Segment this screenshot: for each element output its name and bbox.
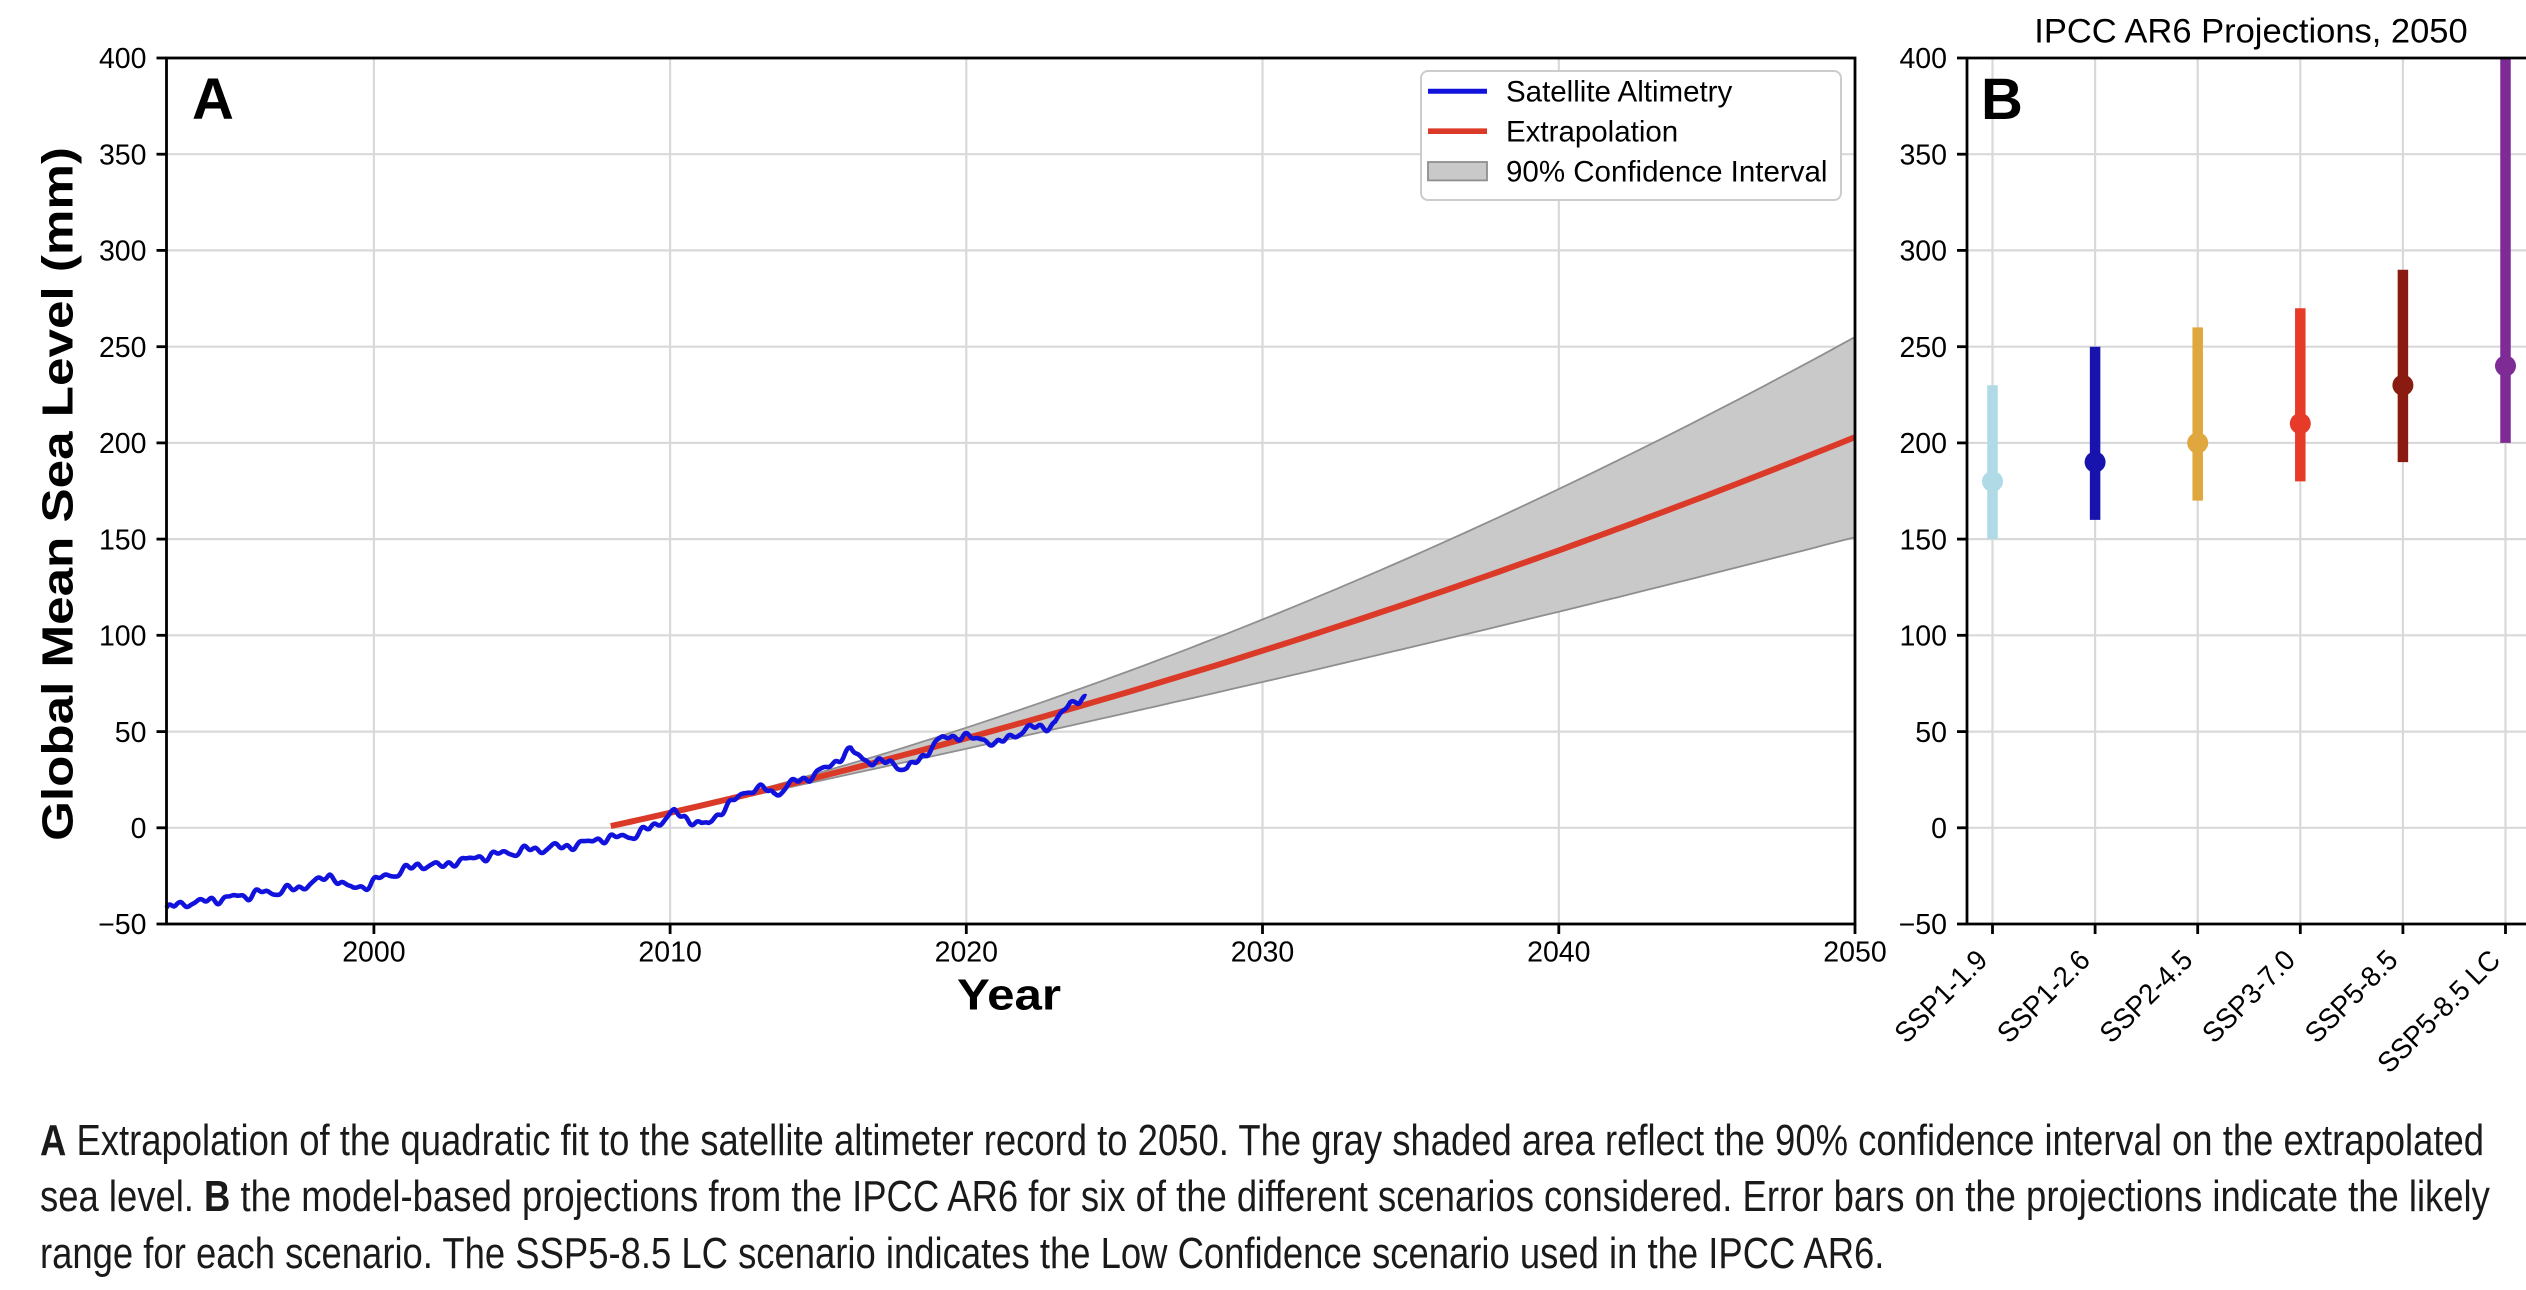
svg-text:0: 0 [1931, 813, 1947, 845]
svg-text:Global Mean Sea Level (mm): Global Mean Sea Level (mm) [34, 147, 83, 841]
svg-text:250: 250 [99, 332, 147, 364]
svg-text:Satellite Altimetry: Satellite Altimetry [1506, 76, 1732, 109]
svg-text:−50: −50 [1899, 909, 1947, 941]
svg-text:0: 0 [131, 813, 147, 845]
svg-text:100: 100 [99, 621, 147, 653]
svg-text:150: 150 [99, 524, 147, 556]
svg-text:90% Confidence Interval: 90% Confidence Interval [1506, 155, 1827, 188]
svg-text:100: 100 [1899, 621, 1947, 653]
svg-text:250: 250 [1899, 332, 1947, 364]
svg-text:300: 300 [99, 236, 147, 268]
svg-text:50: 50 [1915, 717, 1947, 749]
svg-text:Extrapolation: Extrapolation [1506, 115, 1678, 148]
svg-text:200: 200 [99, 428, 147, 460]
svg-text:50: 50 [115, 717, 147, 749]
svg-text:150: 150 [1899, 524, 1947, 556]
svg-text:2020: 2020 [935, 937, 998, 969]
svg-text:A: A [192, 67, 234, 132]
svg-text:400: 400 [1899, 43, 1947, 75]
svg-text:350: 350 [1899, 139, 1947, 171]
svg-text:2040: 2040 [1527, 937, 1590, 969]
svg-text:IPCC AR6 Projections, 2050: IPCC AR6 Projections, 2050 [2034, 13, 2467, 51]
svg-text:2000: 2000 [342, 937, 405, 969]
svg-text:2030: 2030 [1231, 937, 1294, 969]
svg-text:−50: −50 [98, 909, 146, 941]
svg-text:400: 400 [99, 43, 147, 75]
svg-text:300: 300 [1899, 236, 1947, 268]
svg-text:2010: 2010 [638, 937, 701, 969]
svg-text:350: 350 [99, 139, 147, 171]
svg-text:200: 200 [1899, 428, 1947, 460]
svg-text:B: B [1981, 67, 2023, 132]
svg-text:2050: 2050 [1823, 937, 1886, 969]
svg-text:Year: Year [957, 970, 1061, 1019]
